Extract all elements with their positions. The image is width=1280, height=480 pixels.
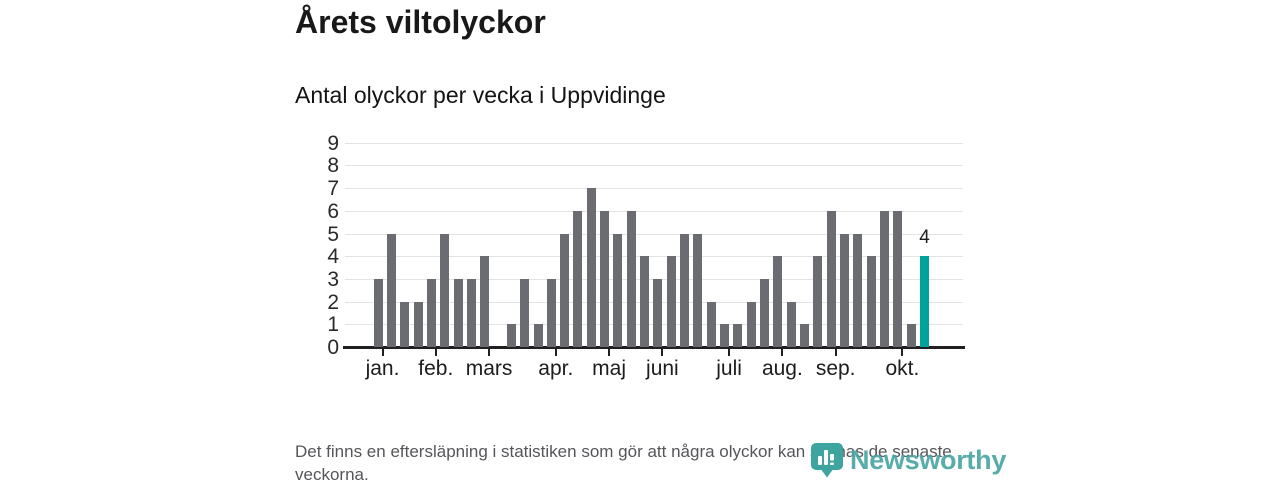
bar [733, 324, 743, 347]
bar [560, 233, 570, 347]
chart-subtitle: Antal olyckor per vecka i Uppvidinge [295, 82, 666, 108]
y-tick-label: 8 [327, 154, 339, 177]
bar [653, 278, 663, 347]
y-tick-label: 9 [327, 132, 339, 155]
month-label: mars [465, 357, 513, 380]
newsworthy-logo: Newsworthy [810, 442, 1006, 478]
month-tick [781, 349, 784, 356]
bar [800, 324, 810, 347]
bar [813, 256, 823, 347]
month-label: apr. [538, 357, 574, 380]
month-tick [381, 349, 384, 356]
month-tick [488, 349, 491, 356]
bar [746, 301, 756, 347]
bar [533, 324, 543, 347]
last-value-label: 4 [919, 227, 930, 249]
bar [640, 256, 650, 347]
bar [880, 210, 889, 347]
bar [413, 301, 423, 347]
bar [720, 324, 730, 347]
bar [666, 256, 676, 347]
bar [826, 210, 836, 347]
y-tick-label: 1 [327, 313, 339, 336]
bar [506, 324, 516, 347]
x-axis-line [343, 346, 965, 349]
month-label: okt. [885, 357, 920, 380]
bar [706, 301, 716, 347]
bar [773, 256, 783, 347]
month-label: aug. [761, 357, 803, 380]
bar [893, 210, 903, 347]
month-tick [901, 349, 904, 356]
gridline [345, 211, 963, 212]
month-tick [434, 349, 437, 356]
y-tick-label: 4 [327, 245, 339, 268]
bar [626, 210, 636, 347]
month-label: juli [716, 357, 742, 380]
gridline [345, 143, 963, 144]
bar-highlighted [920, 256, 929, 347]
y-tick-label: 3 [327, 268, 339, 291]
month-label: juni [646, 357, 679, 380]
bar [400, 301, 410, 347]
gridline [345, 188, 963, 189]
gridline [345, 234, 963, 235]
month-tick [554, 349, 557, 356]
bar [840, 233, 849, 347]
bar [373, 278, 383, 347]
bar [546, 278, 556, 347]
month-label: feb. [418, 357, 454, 380]
bar [786, 301, 796, 347]
month-tick [608, 349, 611, 356]
newsworthy-wordmark: Newsworthy [850, 444, 1007, 475]
bar [426, 278, 436, 347]
bar [906, 324, 916, 347]
month-tick [661, 349, 664, 356]
bar [613, 233, 623, 347]
bar [600, 210, 610, 347]
month-tick [728, 349, 731, 356]
newsworthy-pin-barchart-icon [811, 443, 843, 478]
y-tick-label: 6 [327, 200, 339, 223]
bar [440, 233, 450, 347]
bar [453, 278, 463, 347]
bar [386, 233, 396, 347]
bar [480, 256, 490, 347]
bar [680, 233, 690, 347]
gridline [345, 256, 963, 257]
y-tick-label: 0 [327, 336, 339, 359]
y-tick-label: 2 [327, 291, 339, 314]
bar [520, 278, 530, 347]
gridline [345, 165, 963, 166]
chart-title: Årets viltolyckor [295, 4, 546, 40]
month-label: jan. [365, 357, 400, 380]
month-label: sep. [815, 357, 856, 380]
y-tick-label: 5 [327, 223, 339, 246]
bar [573, 210, 583, 347]
bar-chart: 0 1 2 3 4 5 6 7 8 9 jan. feb. mars apr. maj juni juli aug… [295, 118, 985, 398]
bar [866, 256, 876, 347]
bar [853, 233, 863, 347]
bar [466, 278, 476, 347]
month-tick [834, 349, 837, 356]
month-label: maj [592, 357, 627, 380]
y-tick-label: 7 [327, 177, 339, 200]
footnote: Det finns en eftersläpning i statistiken… [295, 442, 952, 480]
bar [693, 233, 703, 347]
bar [760, 278, 770, 347]
bar [586, 188, 596, 347]
